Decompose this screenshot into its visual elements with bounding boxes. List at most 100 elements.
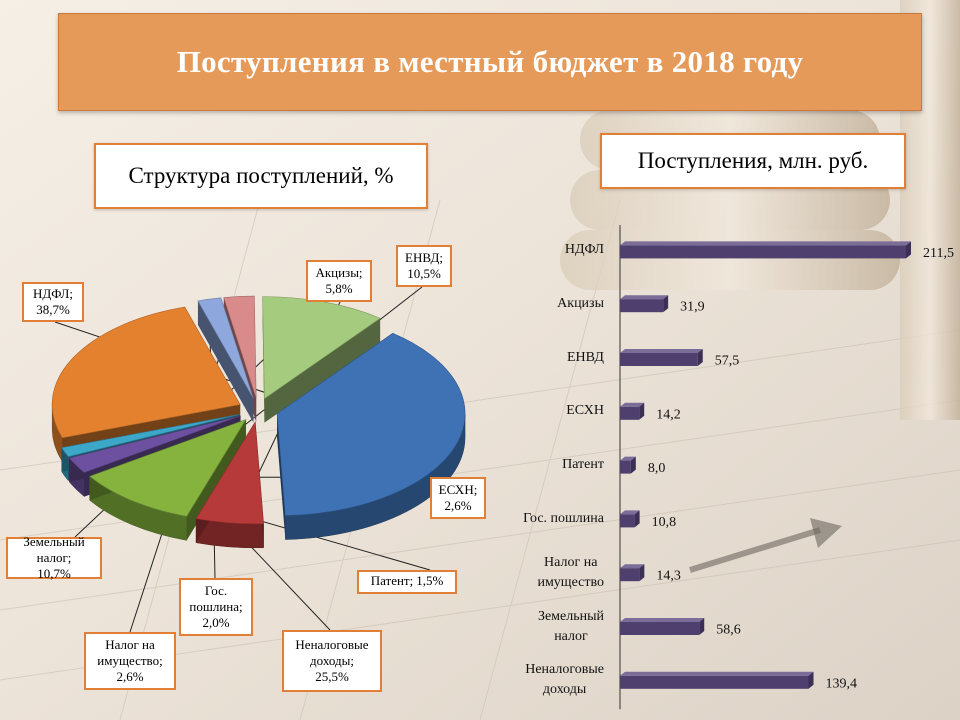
bar-top-face <box>620 618 705 622</box>
bar-top-face <box>620 456 636 461</box>
bar-category-label: ЕСХН <box>566 401 604 421</box>
bar-value-label: 8,0 <box>648 461 666 476</box>
bar-front-face <box>620 245 906 259</box>
bar-mark <box>620 402 645 420</box>
bar-end-face <box>630 456 636 474</box>
bar-category-line: Патент <box>562 457 604 473</box>
bar-category-label: Акцизы <box>557 294 604 314</box>
bar-mark <box>620 241 911 259</box>
pie-label-eskhn-name: ЕСХН; <box>438 482 478 497</box>
pie-label-aktsizy: Акцизы; 5,8% <box>306 260 372 302</box>
bar-mark <box>620 349 703 366</box>
pie-slice-top <box>262 296 381 400</box>
bar-value-label: 10,8 <box>652 515 677 530</box>
bar-category-line: НДФЛ <box>564 241 604 257</box>
pie-label-eskhn-value: 2,6% <box>444 498 472 513</box>
bar-category-label: Патент <box>562 455 604 475</box>
title-banner: Поступления в местный бюджет в 2018 году <box>58 13 922 111</box>
bar-value-label: 139,4 <box>826 676 858 691</box>
pie-label-ndfl: НДФЛ; 38,7% <box>22 282 84 322</box>
pie-slice-top <box>197 297 254 399</box>
bar-category-line: имущество <box>537 574 604 590</box>
bar-mark <box>620 564 645 582</box>
bar-mark <box>620 618 705 635</box>
bar-chart-title-text: Поступления, млн. руб. <box>637 148 869 173</box>
bar-front-face <box>620 514 635 528</box>
bar-category-label: Неналоговые доходы <box>525 660 604 700</box>
bar-top-face <box>620 295 669 300</box>
bar-mark <box>620 456 636 474</box>
bar-category-line: Акцизы <box>557 295 604 311</box>
pie-label-gosposhlina: Гос. пошлина; 2,0% <box>179 578 253 636</box>
pie-label-patent: Патент; 1,5% <box>357 570 457 594</box>
pie-label-imushchestvo: Налог на имущество; 2,6% <box>84 632 176 690</box>
pie-slice-top <box>51 306 241 439</box>
bar-top-face <box>620 564 645 569</box>
bar-end-face <box>639 402 645 420</box>
bar-category-line: ЕНВД <box>566 349 604 365</box>
pie-slice-top <box>68 415 241 473</box>
pie-slice-wall <box>69 415 241 483</box>
bar-chart-title: Поступления, млн. руб. <box>600 133 906 189</box>
pie-label-nenalog-name: Неналоговые доходы; <box>295 637 369 668</box>
bar-front-face <box>620 568 640 582</box>
bar-top-face <box>620 349 703 353</box>
pie-slice-zemelnyi <box>262 296 381 423</box>
pie-label-gosposhlina-value: 2,0% <box>202 615 230 630</box>
bar-top-face <box>620 671 814 676</box>
pie-slice-aktsizy <box>195 420 264 549</box>
pie-label-zemelnyi-value: 10,7% <box>37 566 71 581</box>
bar-mark <box>620 510 640 528</box>
pie-slice-top <box>61 414 240 457</box>
pie-label-gosposhlina-name: Гос. пошлина; <box>189 583 243 614</box>
bar-value-label: 14,3 <box>656 569 681 584</box>
bar-end-face <box>634 510 640 528</box>
bar-mark <box>620 295 669 313</box>
pie-chart-title: Структура поступлений, % <box>94 143 428 209</box>
bar-category-label: Гос. пошлина <box>523 509 604 529</box>
bar-end-face <box>697 349 703 366</box>
bar-value-label: 57,5 <box>715 354 740 369</box>
bar-value-label: 31,9 <box>680 300 705 315</box>
bar-mark <box>620 671 814 689</box>
pie-slice-top <box>276 332 466 516</box>
pie-slice-wall <box>264 318 381 423</box>
bar-category-line: налог <box>554 628 588 644</box>
bar-top-face <box>620 510 640 515</box>
pie-label-nenalog: Неналоговые доходы; 25,5% <box>282 630 382 692</box>
pie-label-aktsizy-name: Акцизы; <box>315 265 363 280</box>
pie-chart-title-text: Структура поступлений, % <box>128 163 394 188</box>
bar-end-face <box>699 618 705 635</box>
bar-end-face <box>639 564 645 582</box>
pie-slice-wall <box>197 300 254 423</box>
bar-category-line: Неналоговые <box>525 662 604 678</box>
bar-end-face <box>663 295 669 313</box>
pie-label-envd-name: ЕНВД; <box>405 250 443 265</box>
pie-slice-top <box>223 295 257 399</box>
bar-category-line: Земельный <box>537 608 604 624</box>
bar-value-label: 14,2 <box>656 407 681 422</box>
bar-category-line: доходы <box>542 682 587 698</box>
bar-front-face <box>620 460 631 474</box>
bar-category-label: Налог на имущество <box>537 553 604 593</box>
bar-category-label: Земельный налог <box>538 607 604 647</box>
bar-top-face <box>620 402 645 407</box>
pie-label-nenalog-value: 25,5% <box>315 669 349 684</box>
bar-end-face <box>808 671 814 689</box>
page-title: Поступления в местный бюджет в 2018 году <box>176 44 804 79</box>
pie-slice-wall <box>277 413 286 540</box>
pie-slice-ndfl <box>276 332 466 540</box>
bar-value-label: 58,6 <box>716 623 741 638</box>
pie-label-zemelnyi: Земельный налог; 10,7% <box>6 534 102 581</box>
bar-top-face <box>620 241 911 246</box>
pie-label-patent-name: Патент; <box>370 573 414 588</box>
pie-label-ndfl-value: 38,7% <box>36 302 70 317</box>
bar-front-face <box>620 675 809 689</box>
pie-slice-gosposhlina <box>197 297 254 423</box>
bar-value-label: 211,5 <box>923 246 954 261</box>
bar-front-face <box>620 406 640 420</box>
pie-slice-top <box>195 420 264 525</box>
pie-label-patent-value: 1,5% <box>416 573 444 588</box>
